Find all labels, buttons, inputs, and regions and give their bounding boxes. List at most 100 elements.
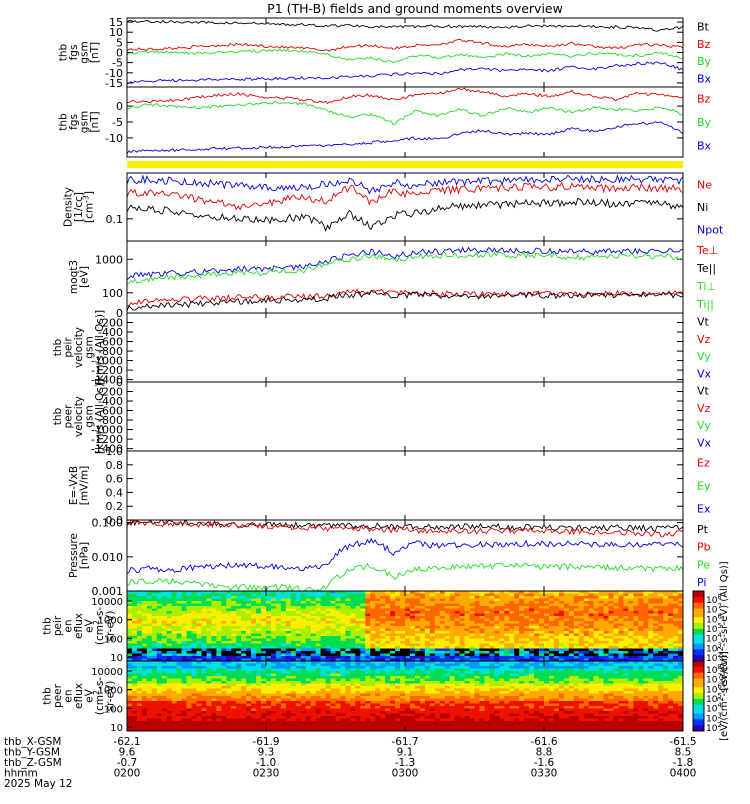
spectrogram-cell <box>236 689 241 692</box>
spectrogram-cell <box>445 646 450 649</box>
spectrogram-cell <box>276 619 281 622</box>
spectrogram-cell <box>385 646 390 649</box>
spectrogram-cell <box>316 619 321 622</box>
spectrogram-cell <box>509 651 514 654</box>
spectrogram-cell <box>638 611 643 614</box>
spectrogram-cell <box>370 611 375 614</box>
spectrogram-cell <box>385 714 390 717</box>
spectrogram-cell <box>296 644 301 647</box>
spectrogram-cell <box>261 706 266 709</box>
spectrogram-cell <box>137 631 142 634</box>
spectrogram-cell <box>390 601 395 604</box>
spectrogram-cell <box>435 649 440 652</box>
spectrogram-cell <box>395 621 400 624</box>
spectrogram-cell <box>177 669 182 672</box>
spectrogram-cell <box>584 606 589 609</box>
spectrogram-cell <box>246 709 251 712</box>
spectrogram-cell <box>147 654 152 657</box>
spectrogram-cell <box>261 626 266 629</box>
spectrogram-cell <box>370 634 375 637</box>
spectrogram-cell <box>177 626 182 629</box>
spectrogram-cell <box>266 616 271 619</box>
spectrogram-cell <box>648 621 653 624</box>
y-tick-label: 0.4 <box>106 486 124 499</box>
spectrogram-cell <box>609 636 614 639</box>
spectrogram-cell <box>177 644 182 647</box>
spectrogram-cell <box>316 714 321 717</box>
spectrogram-cell <box>236 664 241 667</box>
spectrogram-cell <box>311 619 316 622</box>
spectrogram-cell <box>221 616 226 619</box>
spectrogram-cell <box>584 614 589 617</box>
spectrogram-cell <box>291 649 296 652</box>
spectrogram-cell <box>246 649 251 652</box>
spectrogram-cell <box>564 601 569 604</box>
spectrogram-cell <box>241 704 246 707</box>
spectrogram-cell <box>420 634 425 637</box>
spectrogram-cell <box>216 676 221 679</box>
spectrogram-cell <box>435 594 440 597</box>
spectrogram-cell <box>266 719 271 722</box>
spectrogram-cell <box>261 724 266 727</box>
spectrogram-cell <box>345 719 350 722</box>
spectrogram-cell <box>157 691 162 694</box>
spectrogram-cell <box>380 629 385 632</box>
spectrogram-cell <box>425 644 430 647</box>
spectrogram-cell <box>370 711 375 714</box>
spectrogram-cell <box>614 629 619 632</box>
spectrogram-cell <box>519 644 524 647</box>
spectrogram-cell <box>187 604 192 607</box>
spectrogram-cell <box>365 716 370 719</box>
spectrogram-cell <box>663 596 668 599</box>
spectrogram-cell <box>440 651 445 654</box>
spectrogram-cell <box>395 609 400 612</box>
spectrogram-cell <box>499 639 504 642</box>
spectrogram-cell <box>266 689 271 692</box>
spectrogram-cell <box>271 599 276 602</box>
spectrogram-cell <box>167 604 172 607</box>
spectrogram-cell <box>633 631 638 634</box>
spectrogram-cell <box>316 709 321 712</box>
spectrogram-cell <box>524 616 529 619</box>
spectrogram-cell <box>192 609 197 612</box>
spectrogram-cell <box>534 636 539 639</box>
spectrogram-cell <box>539 619 544 622</box>
spectrogram-cell <box>266 624 271 627</box>
spectrogram-cell <box>226 599 231 602</box>
spectrogram-cell <box>326 704 331 707</box>
spectrogram-cell <box>420 609 425 612</box>
spectrogram-cell <box>142 636 147 639</box>
spectrogram-cell <box>450 624 455 627</box>
spectrogram-cell <box>574 599 579 602</box>
spectrogram-cell <box>385 694 390 697</box>
spectrogram-cell <box>450 606 455 609</box>
spectrogram-cell <box>197 621 202 624</box>
spectrogram-cell <box>246 651 251 654</box>
spectrogram-cell <box>157 616 162 619</box>
spectrogram-cell <box>286 614 291 617</box>
spectrogram-cell <box>246 669 251 672</box>
spectrogram-cell <box>574 604 579 607</box>
spectrogram-cell <box>241 681 246 684</box>
spectrogram-cell <box>301 699 306 702</box>
spectrogram-cell <box>182 679 187 682</box>
spectrogram-cell <box>519 609 524 612</box>
spectrogram-cell <box>157 704 162 707</box>
spectrogram-cell <box>321 709 326 712</box>
spectrogram-cell <box>142 616 147 619</box>
spectrogram-cell <box>241 674 246 677</box>
spectrogram-cell <box>226 609 231 612</box>
spectrogram-cell <box>405 626 410 629</box>
spectrogram-cell <box>405 656 410 659</box>
panel-frame <box>127 451 683 520</box>
spectrogram-cell <box>524 644 529 647</box>
spectrogram-cell <box>514 639 519 642</box>
spectrogram-cell <box>628 629 633 632</box>
spectrogram-cell <box>430 609 435 612</box>
spectrogram-cell <box>132 626 137 629</box>
colorbar-step <box>693 655 704 658</box>
spectrogram-cell <box>301 691 306 694</box>
spectrogram-cell <box>137 694 142 697</box>
spectrogram-cell <box>460 601 465 604</box>
spectrogram-cell <box>162 664 167 667</box>
